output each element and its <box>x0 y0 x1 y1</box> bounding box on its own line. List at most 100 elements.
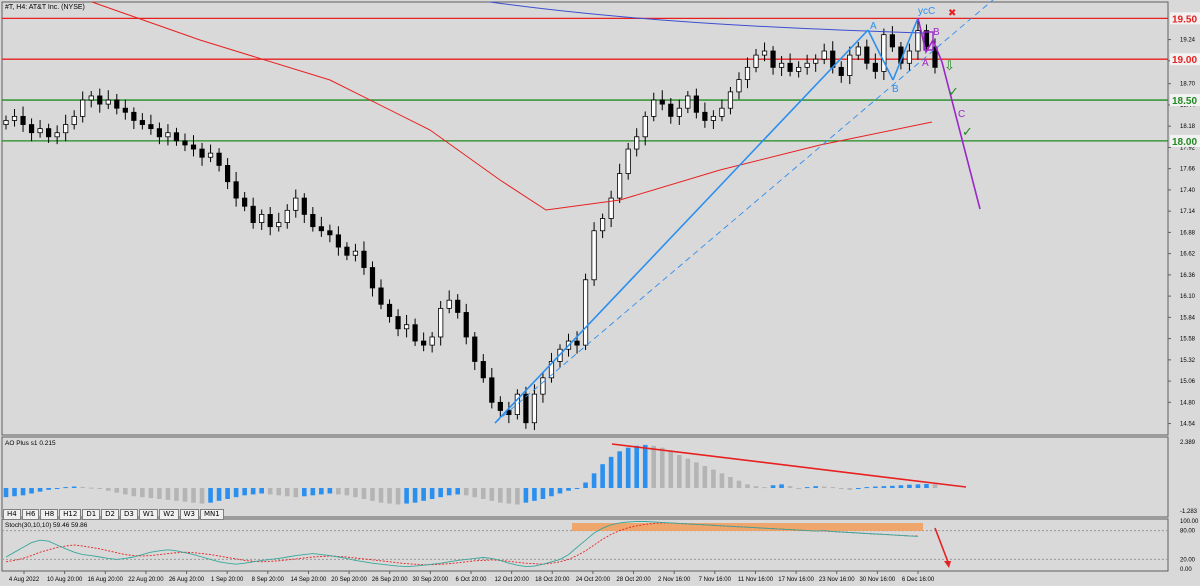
ao-bar <box>668 451 674 488</box>
ao-bar <box>736 480 742 488</box>
ao-bar <box>336 488 341 495</box>
candle-body <box>531 393 538 424</box>
timeframe-button-h12[interactable]: H12 <box>59 509 82 520</box>
candle-body <box>847 54 853 76</box>
candle-body <box>523 393 529 424</box>
candle-body <box>165 132 171 138</box>
candle-body <box>173 132 180 142</box>
candle-body <box>301 197 307 215</box>
candle-body <box>190 144 197 150</box>
candle-body <box>369 267 376 289</box>
time-axis-label: 2 Nov 16:00 <box>658 577 691 583</box>
timeframe-button-d2[interactable]: D2 <box>101 509 120 520</box>
candle-body <box>216 152 222 166</box>
timeframe-button-w2[interactable]: W2 <box>159 509 179 520</box>
ao-bar <box>37 488 43 492</box>
candle-body <box>11 115 18 121</box>
candle-body <box>489 377 495 403</box>
ao-bar <box>276 488 282 496</box>
candle-body <box>97 95 103 105</box>
price-axis-label: 15.84 <box>1180 315 1196 321</box>
main-price-panel <box>1 1 1169 436</box>
ao-bar <box>821 486 827 488</box>
candle-body <box>736 79 742 93</box>
timeframe-button-h4[interactable]: H4 <box>3 509 21 520</box>
ao-bar <box>480 488 486 499</box>
level-label: 19.00 <box>1172 55 1197 66</box>
ao-bar <box>259 488 264 494</box>
ao-panel <box>1 436 1169 518</box>
time-axis-label: 24 Oct 20:00 <box>576 577 611 583</box>
ao-bar <box>762 487 767 489</box>
ao-bar <box>694 462 699 488</box>
ao-bar <box>642 444 648 488</box>
ao-bar <box>838 488 844 489</box>
time-axis-label: 26 Sep 20:00 <box>372 577 408 583</box>
candle-body <box>744 66 751 81</box>
price-axis-label: 17.40 <box>1180 188 1196 194</box>
time-axis-label: 28 Oct 20:00 <box>616 577 651 583</box>
ao-bar <box>890 485 895 488</box>
timeframe-button-mn1[interactable]: MN1 <box>199 509 224 520</box>
timeframe-button-w3[interactable]: W3 <box>179 509 199 520</box>
wave-line-down <box>867 29 894 81</box>
ao-bar <box>506 488 512 504</box>
candle-body <box>412 324 418 342</box>
ao-bar <box>140 488 145 498</box>
ao-bar <box>267 488 273 495</box>
timeframe-button-w1[interactable]: W1 <box>138 509 159 520</box>
ao-bar <box>80 486 86 488</box>
candle-body <box>634 136 640 150</box>
ao-bar <box>242 488 247 496</box>
candle-body <box>54 132 60 138</box>
timeframe-button-d1[interactable]: D1 <box>82 509 101 520</box>
ao-bar <box>779 484 784 488</box>
ao-bar <box>421 488 426 501</box>
ao-bar <box>864 487 870 489</box>
ao-bar <box>924 483 929 488</box>
candle-body <box>915 30 921 52</box>
ao-bar <box>88 487 94 489</box>
ao-bar <box>131 488 137 497</box>
ao-bar <box>932 484 938 488</box>
ao-bar <box>105 488 111 491</box>
level-label-bg <box>1170 12 1200 25</box>
candle-body <box>685 95 691 109</box>
candle-body <box>472 336 478 362</box>
ao-bar <box>898 485 904 488</box>
candle-body <box>199 148 205 158</box>
price-axis-label: 18.18 <box>1180 124 1196 130</box>
candle-body <box>122 107 128 113</box>
ao-bar <box>608 456 614 488</box>
ao-bar <box>498 488 503 503</box>
ao-bar <box>796 488 801 489</box>
candle-body <box>591 230 597 281</box>
candle-body <box>906 50 913 64</box>
candle-body <box>344 246 350 256</box>
ao-bar <box>327 488 333 494</box>
ao-bar <box>583 482 588 488</box>
ao-bar <box>378 488 384 503</box>
time-axis-label: 1 Sep 20:00 <box>211 577 244 583</box>
ao-bar <box>71 486 77 488</box>
ao-bar <box>787 486 793 488</box>
ao-bar <box>182 488 188 502</box>
ao-bar <box>63 487 68 489</box>
candle-body <box>548 361 555 379</box>
candle-body <box>207 152 214 158</box>
candle-body <box>446 299 452 309</box>
candle-body <box>770 50 776 68</box>
stoch-axis-label: 20.00 <box>1180 557 1196 563</box>
timeframe-button-h8[interactable]: H8 <box>40 509 59 520</box>
candle-body <box>438 307 444 338</box>
timeframe-button-h6[interactable]: H6 <box>21 509 40 520</box>
candle-body <box>497 401 503 411</box>
stoch-axis-label: 100.00 <box>1180 519 1199 525</box>
ao-bar <box>165 488 171 500</box>
level-label: 19.50 <box>1172 14 1197 25</box>
timeframe-button-d3[interactable]: D3 <box>120 509 138 520</box>
price-axis-label: 18.70 <box>1180 82 1196 88</box>
ao-bar <box>719 473 725 488</box>
candle-body <box>71 115 77 125</box>
ao-bar <box>455 488 461 495</box>
